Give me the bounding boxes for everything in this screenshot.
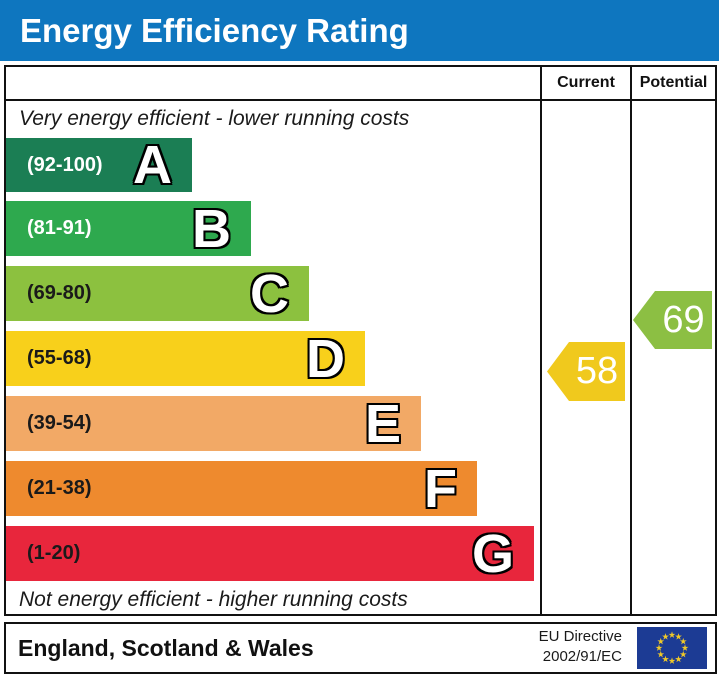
eu-directive-line2: 2002/91/EC [542,648,622,665]
band-range-a: (92-100) [27,153,103,176]
current-rating-value: 58 [575,350,619,392]
band-row-a: (92-100) A [6,138,192,192]
band-letter-d: D [306,328,345,389]
potential-column-divider [630,67,632,614]
rating-table: Current Potential Very energy efficient … [4,65,717,616]
potential-rating-value: 69 [662,298,705,341]
bottom-note: Not energy efficient - higher running co… [19,588,408,611]
band-range-e: (39-54) [27,412,92,434]
band-range-c: (69-80) [27,282,92,304]
eu-directive-line1: EU Directive [538,628,622,645]
top-note: Very energy efficient - lower running co… [19,107,410,130]
band-row-d: (55-68) D [6,331,365,386]
band-letter-f: F [424,458,457,519]
band-range-b: (81-91) [27,217,92,239]
potential-column-header: Potential [639,74,708,91]
eu-directive-label: EU Directive 2002/91/EC [539,627,622,667]
page-title: Energy Efficiency Rating [20,12,409,49]
current-rating-arrow: 58 [547,342,625,401]
band-letter-e: E [364,393,401,454]
eu-flag-icon [637,627,707,669]
current-column-header: Current [557,74,615,91]
band-row-b: (81-91) B [6,201,251,256]
footer: England, Scotland & Wales EU Directive 2… [4,622,717,674]
band-range-f: (21-38) [27,477,92,499]
potential-rating-arrow: 69 [633,291,712,349]
band-letter-a: A [133,135,172,195]
band-range-g: (1-20) [27,542,81,564]
band-row-g: (1-20) G [6,526,534,581]
band-range-d: (55-68) [27,347,92,369]
band-letter-c: C [250,263,289,324]
left-arrow-shape [547,342,625,401]
left-arrow-shape [633,291,712,349]
band-row-f: (21-38) F [6,461,477,516]
band-row-c: (69-80) C [6,266,309,321]
band-letter-b: B [192,198,231,259]
region-label: England, Scotland & Wales [18,635,314,661]
band-row-e: (39-54) E [6,396,421,451]
header-divider [6,99,715,101]
title-bar: Energy Efficiency Rating [0,0,719,61]
current-column-divider [540,67,542,614]
band-letter-g: G [471,523,514,584]
